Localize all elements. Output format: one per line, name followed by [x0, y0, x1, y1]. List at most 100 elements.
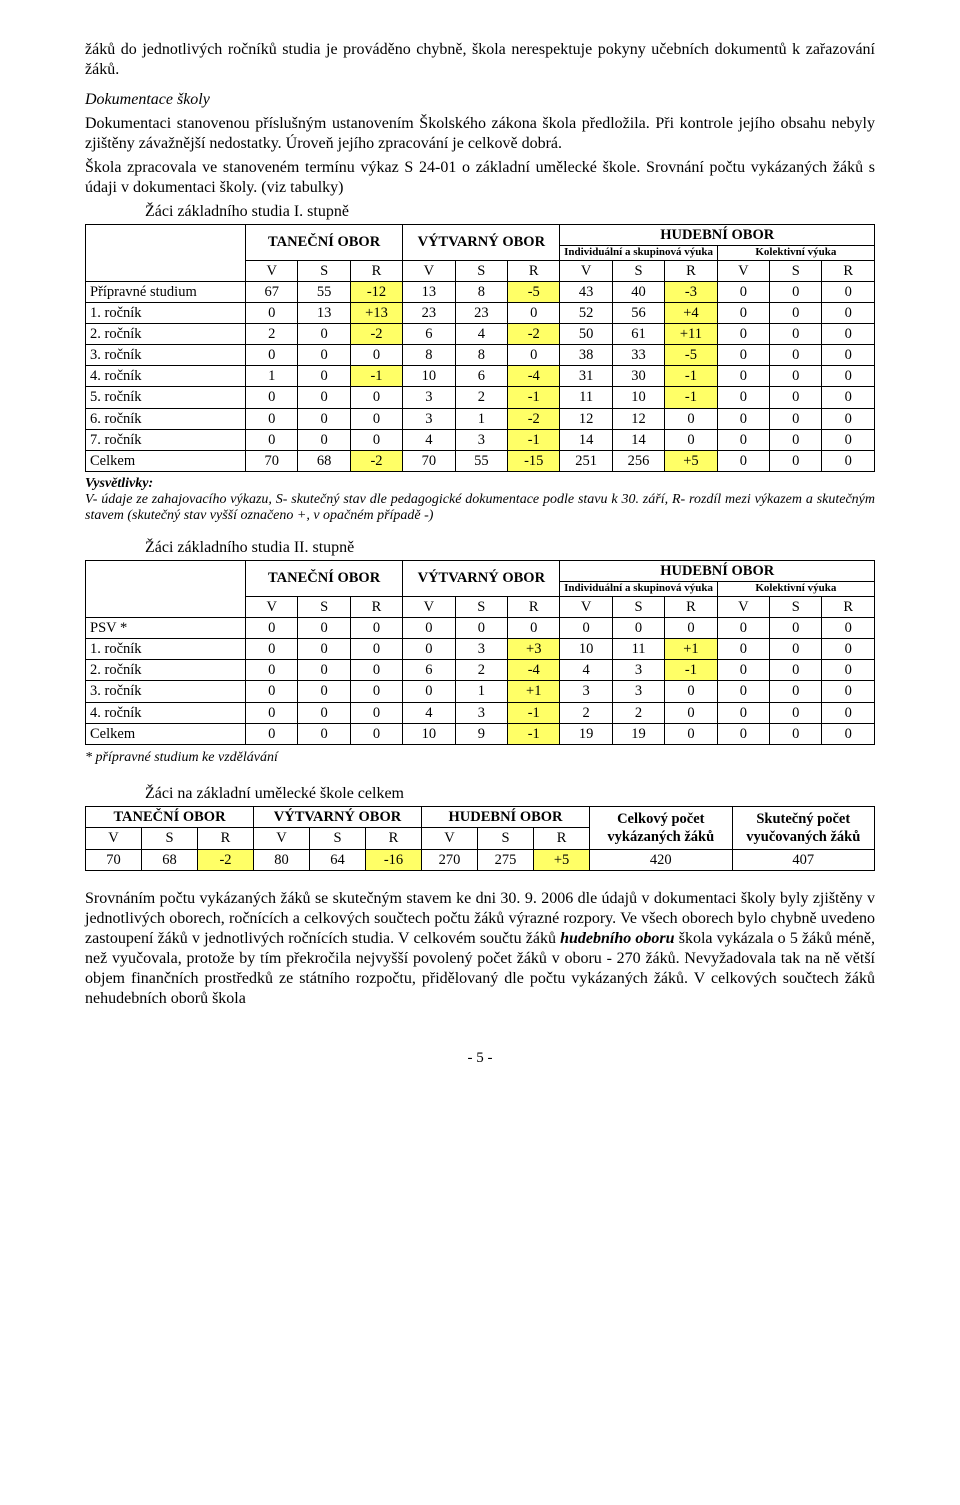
table-cell: 70 — [403, 450, 455, 471]
table-cell: 0 — [246, 660, 298, 681]
table-cell: 0 — [560, 618, 612, 639]
table-cell: 2 — [455, 660, 507, 681]
table-cell: 0 — [246, 639, 298, 660]
table-cell: +1 — [508, 681, 560, 702]
body-paragraph: Srovnáním počtu vykázaných žáků se skute… — [85, 889, 875, 1009]
table-cell: +4 — [665, 302, 717, 323]
table-cell: 0 — [822, 387, 875, 408]
table-cell: 80 — [254, 849, 310, 870]
table-cell: 3 — [612, 681, 664, 702]
table-cell: 0 — [717, 429, 769, 450]
table-cell: 10 — [612, 387, 664, 408]
table-row-label: 3. ročník — [86, 345, 246, 366]
table-cell: 10 — [560, 639, 612, 660]
table-cell: 275 — [478, 849, 534, 870]
table-cell: 19 — [612, 723, 664, 744]
table-row-label: 1. ročník — [86, 639, 246, 660]
table-cell: 2 — [246, 324, 298, 345]
table-cell: 0 — [508, 345, 560, 366]
table-cell: 0 — [822, 702, 875, 723]
table-cell: 0 — [717, 723, 769, 744]
table-cell: 0 — [822, 681, 875, 702]
table1-footnote: Vysvětlivky: V- údaje ze zahajovacího vý… — [85, 476, 875, 524]
table-cell: 0 — [665, 408, 717, 429]
table-cell: 1 — [455, 681, 507, 702]
table2-title: Žáci základního studia II. stupně — [145, 538, 875, 558]
table-cell: 3 — [612, 660, 664, 681]
table-cell: 0 — [350, 408, 402, 429]
table-cell: 0 — [770, 387, 822, 408]
table-cell: 3 — [403, 387, 455, 408]
paragraph-3: Škola zpracovala ve stanoveném termínu v… — [85, 158, 875, 198]
table-cell: 0 — [717, 639, 769, 660]
table-cell: 0 — [350, 639, 402, 660]
table-cell: 31 — [560, 366, 612, 387]
table-cell: 0 — [246, 618, 298, 639]
table-cell: 0 — [717, 450, 769, 471]
table-cell: 0 — [717, 702, 769, 723]
table-cell: 1 — [455, 408, 507, 429]
table-cell: -1 — [508, 702, 560, 723]
table-cell: 9 — [455, 723, 507, 744]
table-cell: 40 — [612, 281, 664, 302]
table-cell: 251 — [560, 450, 612, 471]
table-cell: 0 — [298, 408, 350, 429]
table-cell: 4 — [560, 660, 612, 681]
table-cell: +13 — [350, 302, 402, 323]
table-cell: 3 — [560, 681, 612, 702]
table-cell: 0 — [822, 345, 875, 366]
table-cell: 0 — [403, 681, 455, 702]
table-cell: 0 — [298, 618, 350, 639]
table-cell: 0 — [770, 618, 822, 639]
table-stupne-1: TANEČNÍ OBORVÝTVARNÝ OBORHUDEBNÍ OBORInd… — [85, 224, 875, 472]
table-celkem: TANEČNÍ OBORVÝTVARNÝ OBORHUDEBNÍ OBORCel… — [85, 806, 875, 870]
table-cell: 0 — [350, 702, 402, 723]
table-row-label: 3. ročník — [86, 681, 246, 702]
table-cell: 0 — [246, 681, 298, 702]
table-cell: 0 — [822, 450, 875, 471]
table-cell: 0 — [717, 387, 769, 408]
table-cell: 61 — [612, 324, 664, 345]
section-title-dokumentace: Dokumentace školy — [85, 90, 875, 110]
table-cell: +11 — [665, 324, 717, 345]
table-cell: 8 — [455, 281, 507, 302]
table-cell: 0 — [246, 387, 298, 408]
table-cell: 2 — [612, 702, 664, 723]
table-cell: 0 — [822, 281, 875, 302]
page-number: - 5 - — [85, 1049, 875, 1068]
table-cell: 0 — [822, 302, 875, 323]
table-cell: 10 — [403, 366, 455, 387]
table2-footnote: * přípravné studium ke vzdělávání — [85, 749, 875, 767]
table-cell: 6 — [403, 660, 455, 681]
table-cell: 4 — [455, 324, 507, 345]
table-row-label: Celkem — [86, 723, 246, 744]
table-cell: 3 — [455, 639, 507, 660]
table-cell: 0 — [298, 702, 350, 723]
table-row-label: 7. ročník — [86, 429, 246, 450]
table-cell: 0 — [717, 408, 769, 429]
table-cell: 0 — [665, 429, 717, 450]
table-cell: -3 — [665, 281, 717, 302]
bold-phrase: hudebního oboru — [560, 930, 674, 947]
table-cell: -1 — [665, 366, 717, 387]
table-cell: 0 — [350, 681, 402, 702]
table-row-label: 1. ročník — [86, 302, 246, 323]
table-cell: 55 — [455, 450, 507, 471]
table-cell: 0 — [298, 324, 350, 345]
paragraph-intro: žáků do jednotlivých ročníků studia je p… — [85, 40, 875, 80]
table-cell: -1 — [665, 660, 717, 681]
table-cell: 0 — [770, 702, 822, 723]
table-cell: 0 — [717, 345, 769, 366]
table-cell: -4 — [508, 660, 560, 681]
table-cell: 0 — [403, 639, 455, 660]
table-cell: 4 — [403, 702, 455, 723]
table-cell: 0 — [298, 345, 350, 366]
table-cell: 0 — [246, 408, 298, 429]
table-cell: 8 — [455, 345, 507, 366]
table-cell: 10 — [403, 723, 455, 744]
table-cell: 12 — [560, 408, 612, 429]
table-cell: -4 — [508, 366, 560, 387]
table-cell: 50 — [560, 324, 612, 345]
table-cell: 0 — [717, 302, 769, 323]
table-cell: -2 — [508, 324, 560, 345]
